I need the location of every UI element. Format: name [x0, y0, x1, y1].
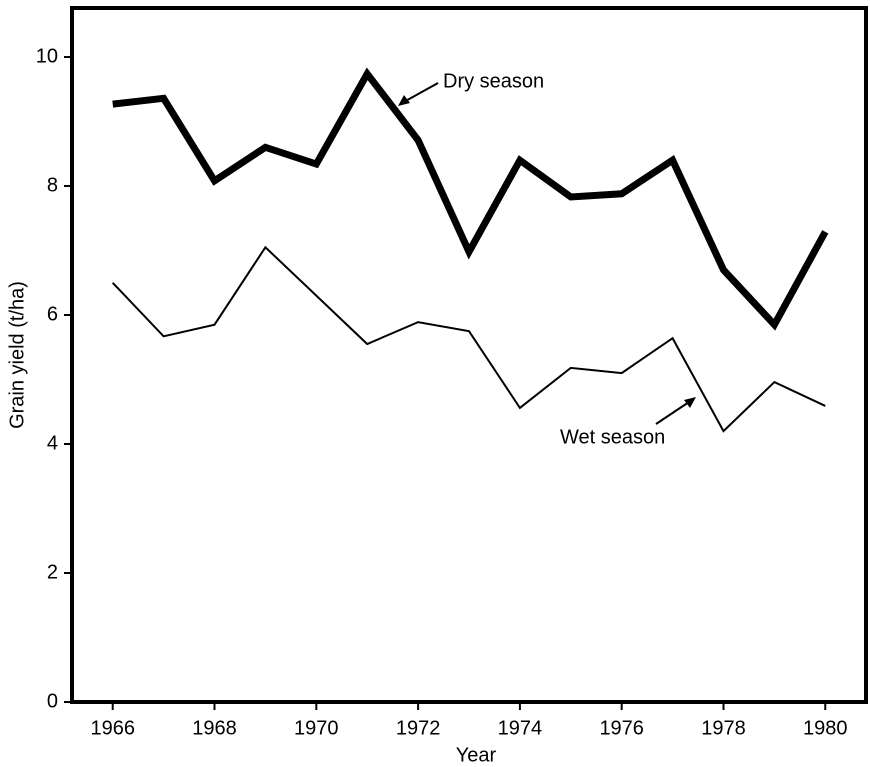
- x-axis-label: Year: [456, 744, 497, 766]
- x-tick-label: 1970: [294, 717, 339, 739]
- series-label: Wet season: [560, 426, 665, 448]
- annotation-arrow: [401, 82, 439, 104]
- x-tick-label: 1972: [396, 717, 441, 739]
- y-tick-label: 8: [47, 174, 58, 196]
- y-tick-label: 10: [36, 45, 58, 67]
- y-tick-label: 2: [47, 561, 58, 583]
- y-tick-label: 4: [47, 432, 58, 454]
- y-tick-label: 6: [47, 303, 58, 325]
- x-tick-label: 1978: [701, 717, 746, 739]
- x-tick-label: 1968: [192, 717, 237, 739]
- series-line: [112, 67, 829, 331]
- annotation-arrowhead: [684, 397, 696, 408]
- y-tick-label: 0: [47, 690, 58, 712]
- y-axis-label: Grain yield (t/ha): [6, 281, 28, 429]
- series-line: [111, 245, 826, 433]
- x-tick-label: 1976: [599, 717, 644, 739]
- x-tick-label: 1966: [90, 717, 135, 739]
- annotation-arrow: [655, 399, 693, 425]
- x-tick-label: 1980: [803, 717, 848, 739]
- series-label: Dry season: [443, 70, 544, 92]
- annotation-arrowhead: [398, 95, 410, 106]
- plot-frame: [70, 6, 868, 704]
- x-tick-label: 1974: [498, 717, 543, 739]
